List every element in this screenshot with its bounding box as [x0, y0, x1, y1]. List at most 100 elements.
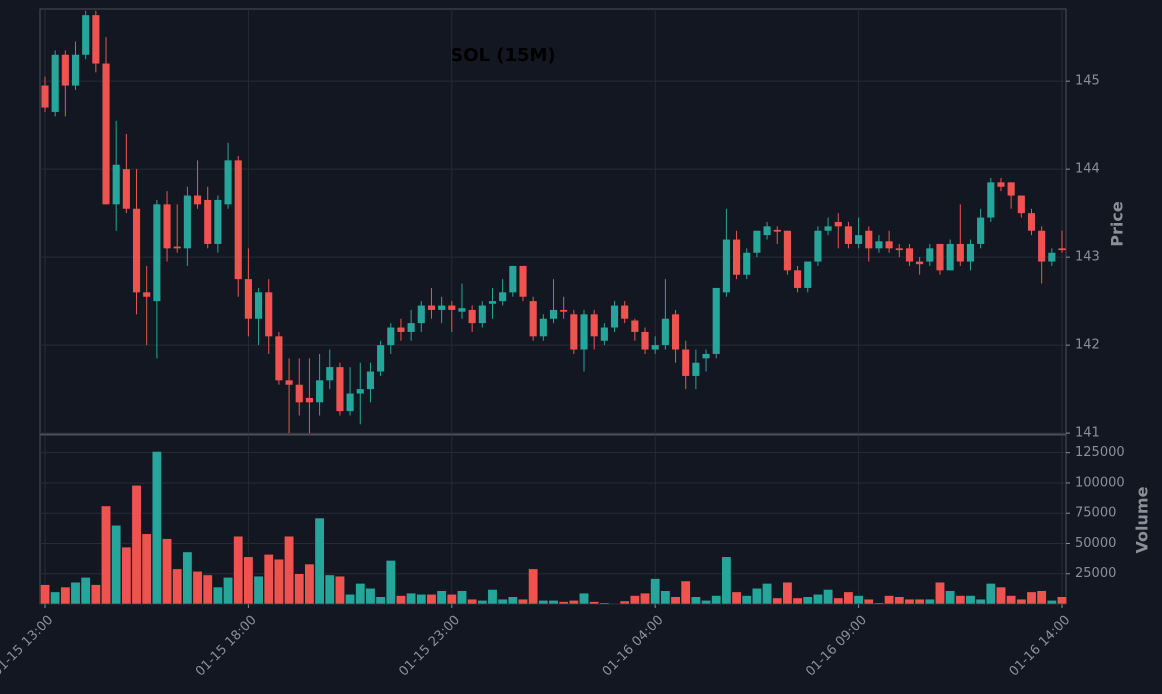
volume-bar [284, 535, 295, 605]
volume-bar [579, 592, 589, 605]
volume-bar [731, 591, 742, 605]
price-panel [39, 8, 1067, 435]
candle-body [773, 229, 781, 232]
candle-body [936, 243, 944, 271]
candle-body [1058, 248, 1066, 251]
candle-body [143, 292, 151, 297]
volume-bar [548, 600, 559, 605]
candle-body [71, 54, 80, 86]
volume-bar [924, 598, 935, 605]
candle-body [814, 230, 822, 262]
volume-bar [863, 598, 874, 605]
candle-body [600, 327, 608, 341]
volume-bar [1036, 590, 1047, 605]
volume-bar [111, 525, 122, 605]
candle-body [824, 226, 832, 231]
volume-bar [101, 505, 111, 605]
volume-bar [975, 598, 986, 605]
y-tick-label: 142 [1075, 338, 1100, 353]
volume-bar [945, 590, 956, 605]
candle-body [804, 261, 812, 288]
candle-body [651, 345, 659, 350]
candle-body [834, 221, 842, 227]
volume-bar [914, 598, 925, 605]
candle-body [377, 345, 385, 372]
candle-body [509, 265, 517, 293]
volume-bar [70, 581, 81, 605]
candle-body [966, 243, 975, 262]
volume-bar [141, 533, 152, 605]
candle-body [1038, 230, 1046, 262]
volume-bar [335, 575, 345, 605]
volume-bar [965, 595, 976, 605]
volume-bar [253, 575, 264, 605]
volume-bar [406, 592, 417, 605]
candle-body [132, 208, 141, 293]
volume-bar [538, 600, 549, 605]
candle-body [1007, 182, 1015, 196]
volume-bar [324, 574, 335, 605]
volume-bar [375, 596, 386, 605]
volume-bar [121, 546, 132, 605]
volume-bar [131, 485, 142, 605]
volume-bar [162, 538, 172, 605]
volume-bar [507, 596, 518, 605]
volume-bar [90, 584, 101, 605]
volume-bar [182, 551, 193, 605]
candle-body [448, 305, 456, 310]
candle-body [255, 292, 263, 319]
volume-bar [1026, 591, 1037, 605]
candle-body [1017, 195, 1025, 214]
volume-bar [467, 598, 478, 605]
candle-body [895, 248, 903, 251]
candle-body [336, 367, 344, 412]
candle-body [224, 160, 232, 205]
candle-body [590, 314, 598, 337]
volume-bar [894, 596, 905, 605]
candle-body [295, 384, 303, 403]
candle-body [702, 353, 710, 359]
candle-body [956, 243, 964, 262]
volume-bar [314, 517, 325, 605]
volume-bar [80, 577, 91, 605]
volume-bar [568, 600, 579, 605]
candle-body [427, 305, 436, 310]
candle-body [244, 279, 252, 319]
candle-body [529, 301, 537, 337]
candle-body [783, 230, 791, 271]
volume-bar [40, 584, 50, 605]
volume-bar [212, 586, 223, 605]
candle-body [692, 362, 700, 376]
candle-body [326, 367, 334, 381]
volume-bar [843, 591, 854, 605]
candle-body [712, 287, 720, 354]
volume-bar [833, 597, 844, 605]
volume-bar [690, 596, 701, 605]
candle-body [499, 292, 507, 302]
candle-body [610, 305, 619, 328]
chart-title: SOL (15M) [450, 45, 555, 66]
volume-bar [60, 586, 71, 605]
candle-body [1048, 252, 1056, 262]
candle-body [122, 169, 130, 209]
volume-bar [172, 568, 183, 605]
candle-body [356, 389, 364, 394]
candle-body [51, 54, 59, 112]
volume-bar [619, 600, 630, 605]
candle-body [875, 241, 883, 249]
y-tick-label: 141 [1075, 426, 1100, 441]
candle-body [214, 199, 222, 244]
candle-body [926, 248, 934, 262]
volume-bar [792, 597, 803, 605]
volume-bar [853, 595, 864, 605]
volume-bar [385, 560, 396, 605]
y-axis-label: Price [1108, 201, 1127, 247]
volume-bar [721, 556, 732, 605]
candle-body [82, 15, 90, 55]
volume-bar [782, 581, 793, 605]
volume-bar [751, 588, 762, 605]
y2-tick-label: 50000 [1075, 536, 1116, 551]
candle-body [41, 85, 49, 108]
candle-body [305, 397, 313, 403]
volume-bar [701, 600, 711, 605]
